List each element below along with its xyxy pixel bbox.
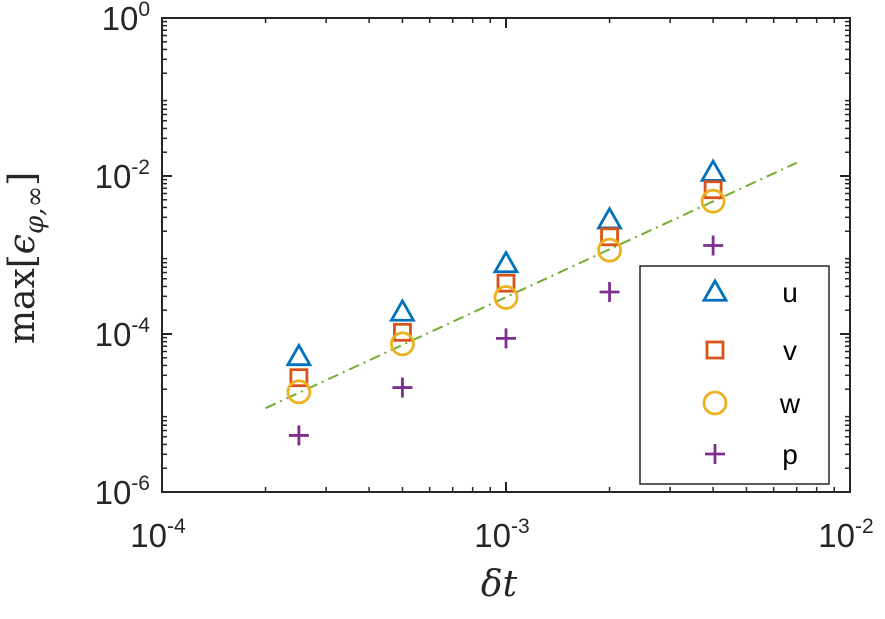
y-axis-label-bracket-open: [ [2, 254, 43, 268]
point-w [286, 379, 312, 405]
point-v [600, 227, 619, 247]
x-tick-labels: 10-4 10-3 10-2 [130, 515, 873, 554]
reference-line [265, 161, 798, 410]
y-axis-label-prefix: max [2, 268, 43, 344]
point-v [289, 368, 309, 388]
y-axis-label: max[ϵφ,∞] [2, 172, 50, 344]
data-marks [285, 158, 727, 446]
legend-label-u: u [782, 277, 798, 308]
legend-marker-v [705, 340, 725, 360]
point-p [392, 377, 413, 398]
point-u [389, 298, 416, 322]
point-p [496, 328, 516, 349]
y-axis-label-symbol: ϵ [2, 234, 43, 254]
legend-marker-w [702, 390, 728, 416]
x-tick-label: 10-3 [474, 515, 529, 554]
legend-label-p: p [782, 439, 798, 470]
y-tick-label: 10-4 [95, 314, 151, 353]
y-axis-label-subscript: φ,∞ [20, 186, 50, 234]
point-p [703, 235, 724, 256]
point-u [285, 342, 313, 367]
legend-label-v: v [783, 335, 797, 366]
y-tick-label: 10-6 [95, 472, 150, 511]
point-v [703, 180, 723, 200]
point-p [288, 425, 309, 446]
y-axis-label-bracket-close: ] [2, 172, 43, 186]
x-tick-label: 10-4 [130, 515, 186, 554]
point-u [492, 249, 520, 274]
legend-marker-p [705, 444, 725, 464]
y-tick-label: 100 [102, 0, 150, 37]
point-w [390, 331, 415, 357]
point-w [597, 237, 622, 263]
x-tick-label: 10-2 [818, 515, 873, 554]
legend-marker-u [701, 278, 729, 302]
point-v [393, 322, 412, 342]
legend-box [639, 265, 830, 485]
point-v [496, 273, 516, 293]
x-axis-label: δt [481, 564, 518, 605]
axes-box [161, 17, 851, 493]
y-tick-label: 10-2 [95, 156, 150, 195]
y-tick-labels: 10-6 10-4 10-2 100 [95, 0, 151, 511]
point-w [493, 285, 519, 310]
point-p [599, 282, 620, 303]
legend-label-w: w [779, 388, 801, 419]
point-w [700, 188, 726, 214]
